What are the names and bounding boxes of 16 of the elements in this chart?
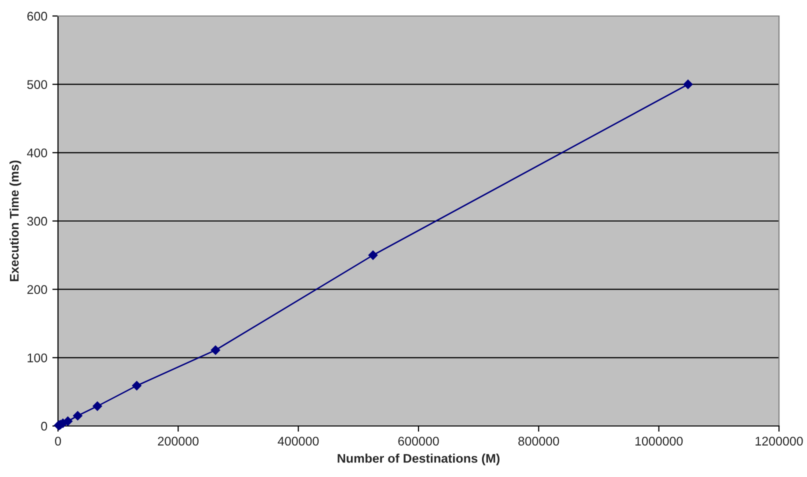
x-tick-label: 800000 (518, 436, 560, 446)
y-tick-label: 200 (27, 285, 48, 294)
x-axis-title: Number of Destinations (M) (338, 454, 500, 466)
y-axis-title: Execution Time (ms) (10, 160, 22, 282)
x-tick-label: 1000000 (635, 436, 683, 446)
x-tick-label: 400000 (278, 436, 319, 446)
y-tick-label: 100 (28, 353, 48, 362)
x-tick-label: 200000 (158, 436, 199, 446)
y-tick-label: 600 (27, 12, 48, 21)
x-tick-label: 600000 (398, 436, 439, 446)
y-tick-label: 400 (27, 148, 48, 158)
x-tick-label: 1200000 (756, 436, 803, 446)
y-tick-label: 500 (27, 80, 48, 89)
x-tick-label: 0 (55, 436, 61, 446)
y-tick-label: 0 (41, 422, 48, 431)
y-tick-label: 300 (27, 216, 48, 226)
